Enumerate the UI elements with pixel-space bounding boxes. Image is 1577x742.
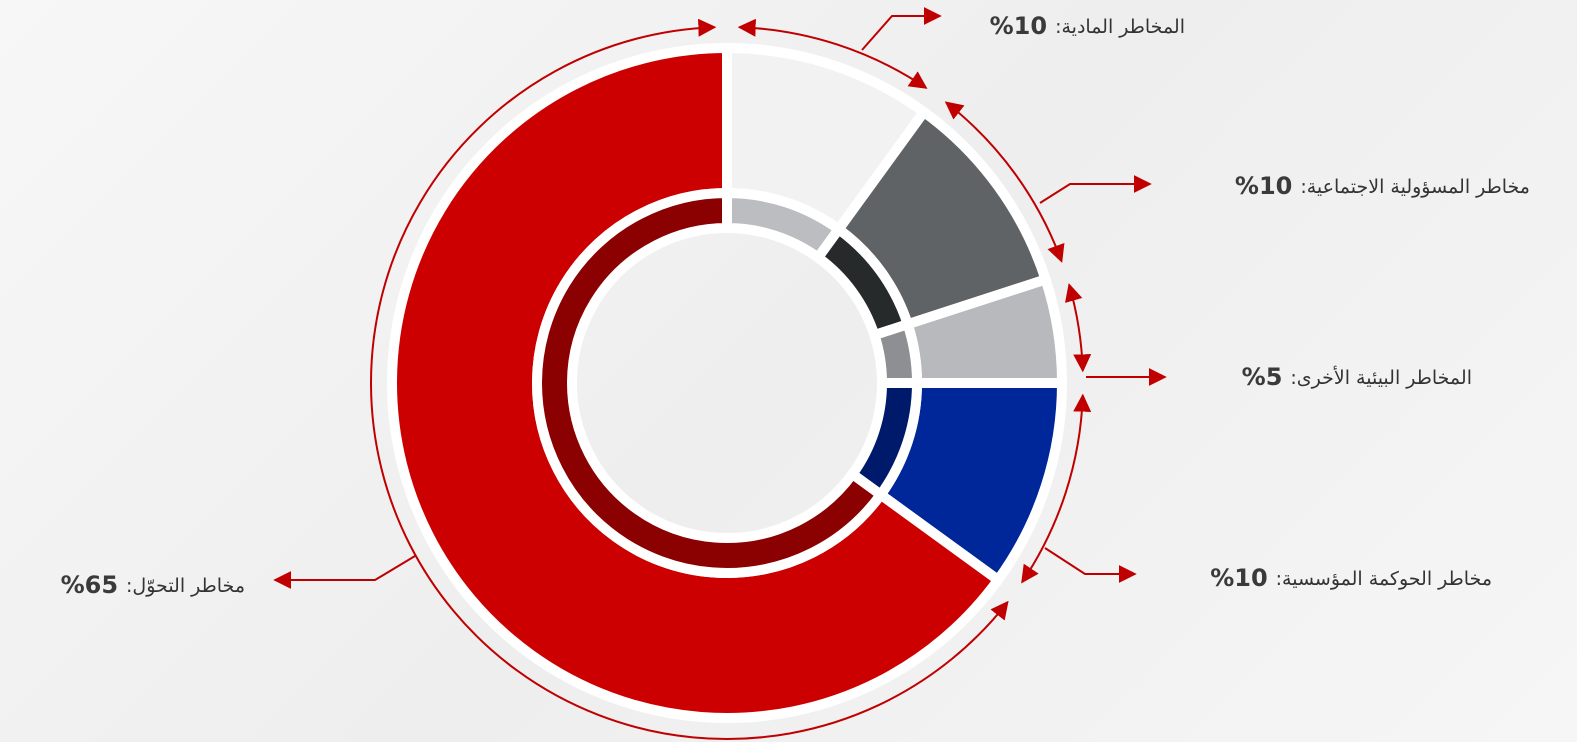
bracket-arc — [1065, 283, 1092, 373]
slice-name: المخاطر البيئية الأخرى: — [1290, 366, 1472, 389]
bracket-arc — [370, 18, 1009, 740]
bracket-arc — [1021, 393, 1092, 584]
outer-ring — [370, 18, 1092, 740]
slice-label: مخاطر التحوّل: 65% — [61, 571, 245, 599]
slice-value: 5% — [1242, 363, 1283, 391]
labels: المخاطر المادية:10%مخاطر المسؤولية الاجت… — [61, 7, 1530, 599]
slice-inner — [532, 187, 888, 578]
leader-line — [1044, 547, 1137, 583]
leader-line — [273, 555, 416, 589]
slice-label: مخاطر الحوكمة المؤسسية: 10% — [1210, 564, 1492, 592]
leader-line — [1039, 175, 1152, 204]
slice-label: المخاطر المادية: 10% — [990, 12, 1185, 40]
slice-inner — [868, 317, 923, 388]
slice-value: 10% — [1210, 564, 1267, 592]
leader-line — [861, 7, 942, 51]
slice-name: مخاطر التحوّل: — [126, 575, 245, 597]
slice-value: 10% — [1235, 172, 1292, 200]
slice-label: مخاطر المسؤولية الاجتماعية: 10% — [1235, 172, 1530, 200]
slice-name: مخاطر الحوكمة المؤسسية: — [1276, 568, 1492, 590]
slice-label: المخاطر البيئية الأخرى: 5% — [1242, 363, 1472, 391]
donut — [387, 42, 1068, 723]
slice-name: المخاطر المادية: — [1055, 16, 1185, 38]
slice-name: مخاطر المسؤولية الاجتماعية: — [1300, 176, 1530, 198]
slice-value: 65% — [61, 571, 118, 599]
slice-value: 10% — [990, 12, 1047, 40]
